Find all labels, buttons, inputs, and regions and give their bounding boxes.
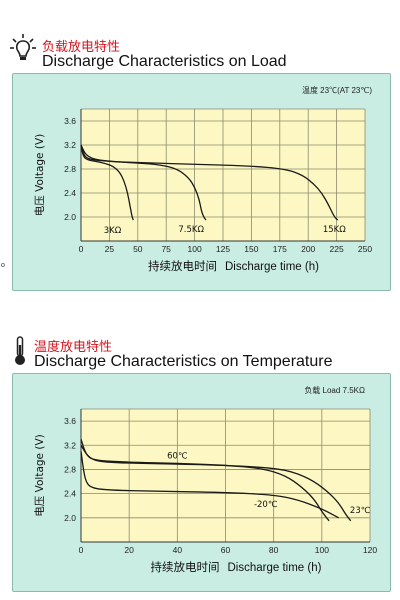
c1-x-tick-4: 80 (269, 545, 279, 555)
c0-x-tick-0: 0 (79, 244, 84, 254)
c0-x-tick-3: 75 (161, 244, 171, 254)
lightbulb-icon (10, 34, 36, 60)
chart-load: 2.0 2.4 2.8 3.2 3.6 0 25 50 75 100 125 150 175 200 225… (33, 108, 372, 273)
c0-x-tick-10: 250 (358, 244, 372, 254)
c1-y-tick-0: 2.0 (64, 513, 76, 523)
c0-x-tick-1: 25 (105, 244, 115, 254)
c1-xlabel-cn: 持续放电时间 (151, 560, 220, 574)
c0-y-tick-4: 3.6 (64, 116, 76, 126)
section1-title-cn: 负载放电特性 (42, 39, 121, 54)
chart-temperature-condition: 负载 Load 7.5KΩ (304, 386, 365, 395)
c0-series-1-label: 7.5KΩ (178, 225, 204, 235)
c0-xlabel: Discharge time (h) (225, 261, 319, 273)
stray-mark: o (1, 262, 5, 269)
c1-x-tick-3: 60 (221, 545, 231, 555)
c1-x-tick-1: 20 (124, 545, 134, 555)
c0-series-0-line (80, 144, 134, 221)
chart-temperature: 2.0 2.4 2.8 3.2 3.6 0 20 40 60 80 100 120 持续放电时间 Disc… (33, 408, 377, 574)
c0-xlabel-cn: 持续放电时间 (148, 259, 217, 273)
chart-panel-load: 2.0 2.4 2.8 3.2 3.6 0 25 50 75 100 125 150 175 200 225… (12, 73, 391, 291)
c1-ylabel: 电压 Voltage (V) (33, 434, 46, 516)
chart-load-condition: 温度 23℃(AT 23℃) (301, 86, 372, 95)
c0-ylabel: 电压 Voltage (V) (33, 134, 46, 216)
c0-ylabel-en: Voltage (V) (34, 134, 46, 192)
c0-y-tick-0: 2.0 (64, 212, 76, 222)
c1-y-tick-1: 2.4 (64, 489, 76, 499)
c1-y-tick-2: 2.8 (64, 464, 76, 474)
c0-x-tick-6: 150 (244, 244, 258, 254)
section1-title-en: Discharge Characteristics on Load (42, 53, 287, 70)
c1-x-tick-2: 40 (173, 545, 183, 555)
c1-series-0-label: 60℃ (167, 451, 188, 461)
c0-x-tick-2: 50 (133, 244, 143, 254)
c0-x-tick-9: 225 (330, 244, 344, 254)
c1-series-1-line (80, 444, 352, 522)
c0-series-2-line (80, 144, 339, 221)
c1-ylabel-cn: 电压 (33, 492, 46, 516)
c0-series-1-line (80, 144, 207, 221)
c1-x-tick-5: 100 (315, 545, 329, 555)
c0-series-2-label: 15KΩ (323, 225, 346, 235)
c1-ylabel-en: Voltage (V) (34, 434, 46, 492)
c1-series-2-label: -20℃ (254, 500, 278, 510)
thermometer-icon (15, 336, 25, 365)
c1-x-tick-0: 0 (79, 545, 84, 555)
c0-y-tick-1: 2.4 (64, 188, 76, 198)
chart-panel-temperature: 2.0 2.4 2.8 3.2 3.6 0 20 40 60 80 100 120 持续放电时间 Disc… (12, 373, 391, 592)
c1-xlabel: Discharge time (h) (228, 562, 322, 574)
c0-y-tick-3: 3.2 (64, 140, 76, 150)
c1-y-tick-4: 3.6 (64, 416, 76, 426)
c1-series-2-line (80, 451, 339, 519)
section2-title-en: Discharge Characteristics on Temperature (34, 353, 333, 370)
c1-x-tick-6: 120 (363, 545, 377, 555)
c0-x-tick-5: 125 (216, 244, 230, 254)
c0-x-tick-7: 175 (273, 244, 287, 254)
c0-ylabel-cn: 电压 (33, 192, 46, 216)
c0-y-tick-2: 2.8 (64, 164, 76, 174)
section2-title-cn: 温度放电特性 (34, 339, 113, 354)
c0-x-tick-8: 200 (301, 244, 315, 254)
c1-series-1-label: 23℃ (350, 506, 371, 516)
c0-series-0-label: 3KΩ (104, 226, 122, 236)
c1-y-tick-3: 3.2 (64, 440, 76, 450)
c0-x-tick-4: 100 (188, 244, 202, 254)
